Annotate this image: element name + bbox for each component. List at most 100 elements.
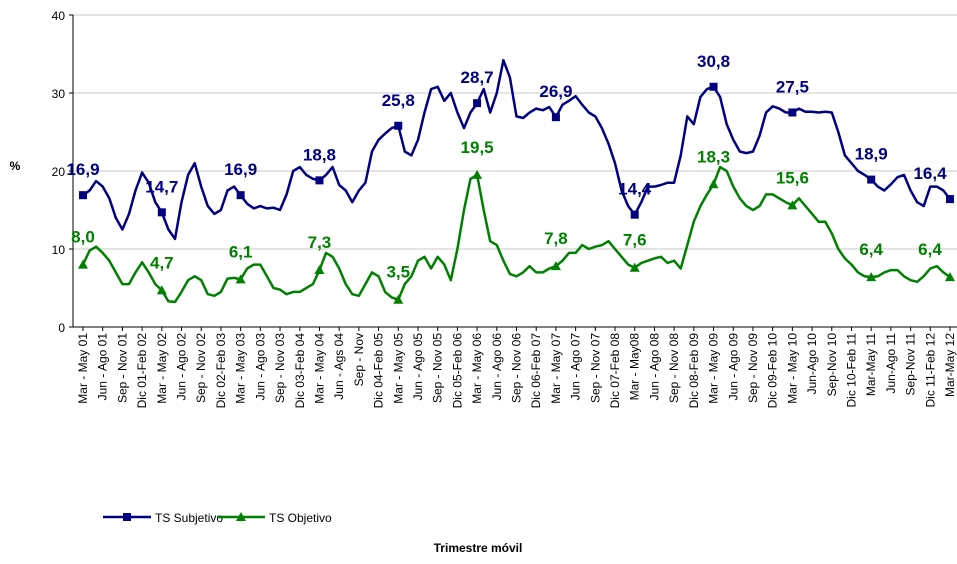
x-tick-label: Jun-Ago 11 <box>884 333 898 394</box>
data-label: 26,9 <box>539 82 572 101</box>
data-point <box>157 208 166 217</box>
data-point <box>787 200 798 210</box>
x-tick-label: Dic 02-Feb 03 <box>214 333 228 409</box>
data-label: 15,6 <box>776 168 809 187</box>
data-point <box>393 294 404 304</box>
data-label: 14,4 <box>618 180 652 199</box>
legend-marker <box>236 512 246 521</box>
data-point <box>550 261 561 271</box>
x-tick-label: Mar - May 04 <box>312 333 326 404</box>
data-label: 27,5 <box>776 78 809 97</box>
data-label: 3,5 <box>386 263 410 282</box>
x-tick-label: Dic 01-Feb 02 <box>135 333 149 409</box>
x-tick-label: Mar - May 05 <box>391 333 405 404</box>
x-tick-label: Dic 09-Feb 10 <box>766 333 780 409</box>
x-tick-label: Mar - May 07 <box>549 333 563 404</box>
data-label: 30,8 <box>697 52 730 71</box>
x-tick-label: Jun - Ago 05 <box>411 333 425 401</box>
data-point <box>629 262 640 272</box>
data-label: 14,7 <box>145 177 178 196</box>
x-tick-label: Mar - May 10 <box>785 333 799 404</box>
x-tick-label: Sep - Nov 05 <box>431 333 445 403</box>
y-tick-label: 0 <box>58 321 65 335</box>
data-label: 6,1 <box>229 242 253 261</box>
data-point <box>156 285 167 295</box>
data-label: 6,4 <box>918 240 942 259</box>
x-tick-label: Sep - Nov 07 <box>588 333 602 403</box>
x-tick-label: Mar - May 03 <box>234 333 248 404</box>
data-point <box>709 82 718 91</box>
x-tick-label: Dic 03-Feb 04 <box>293 333 307 409</box>
x-tick-label: Mar - May08 <box>628 333 642 401</box>
x-tick-label: Dic 11-Feb 12 <box>923 333 937 408</box>
series-line <box>82 58 951 241</box>
x-tick-label: Dic 06-Feb 07 <box>529 333 543 409</box>
data-label: 25,8 <box>382 91 415 110</box>
y-tick-label: 20 <box>52 165 66 179</box>
x-tick-label: Jun - Ags 04 <box>332 333 346 400</box>
x-tick-label: Sep - Nov 02 <box>194 333 208 403</box>
data-point <box>867 175 876 184</box>
data-label: 7,3 <box>308 233 332 252</box>
legend-marker <box>123 513 131 521</box>
x-tick-label: Sep - Nov 03 <box>273 333 287 403</box>
y-axis-title: % <box>10 159 21 173</box>
x-tick-label: Sep - Nov 01 <box>115 333 129 403</box>
series-line <box>81 165 951 304</box>
y-tick-label: 40 <box>52 9 66 23</box>
data-label: 7,6 <box>623 231 647 250</box>
x-tick-label: Dic 07-Feb 08 <box>608 333 622 409</box>
legend-label: TS Objetivo <box>269 511 332 525</box>
x-tick-label: Sep-Nov 11 <box>904 333 918 396</box>
data-label: 16,9 <box>66 160 99 179</box>
x-tick-label: Sep - Nov 08 <box>667 333 681 403</box>
data-point <box>946 195 954 204</box>
data-label: 7,8 <box>544 229 568 248</box>
x-tick-label: Sep-Nov 10 <box>825 333 839 397</box>
data-point <box>866 272 877 282</box>
x-tick-label: Sep - Nov <box>352 333 366 386</box>
x-tick-label: Mar-May 11 <box>864 333 878 396</box>
x-tick-label: Dic 05-Feb 06 <box>450 333 464 409</box>
data-point <box>551 113 560 122</box>
data-point <box>945 272 955 282</box>
x-tick-label: Sep - Nov 09 <box>746 333 760 403</box>
x-tick-label: Mar - May 01 <box>76 333 90 404</box>
data-point <box>235 274 246 284</box>
data-label: 18,8 <box>303 145 336 164</box>
x-tick-label: Mar - May 06 <box>470 333 484 404</box>
data-label: 19,5 <box>461 138 494 157</box>
data-point <box>788 108 797 117</box>
x-tick-label: Jun - Ago 02 <box>175 333 189 401</box>
x-tick-label: Dic 08-Feb 09 <box>687 333 701 409</box>
x-tick-label: Jun - Ago 06 <box>490 333 504 401</box>
data-point <box>473 99 482 108</box>
legend-label: TS Subjetivo <box>155 511 223 525</box>
data-label: 6,4 <box>859 240 883 259</box>
data-point <box>79 191 87 200</box>
x-tick-label: Jun - Ago 09 <box>726 333 740 401</box>
data-label: 16,4 <box>913 164 947 183</box>
data-label: 18,3 <box>697 147 730 166</box>
x-tick-label: Jun - Ago 03 <box>253 333 267 401</box>
y-tick-label: 10 <box>52 243 66 257</box>
x-tick-label: Dic 10-Feb 11 <box>844 333 858 408</box>
data-label: 4,7 <box>150 253 174 272</box>
data-point <box>394 121 403 130</box>
data-point <box>314 265 325 275</box>
data-point <box>708 179 719 189</box>
x-tick-label: Jun - Ago 07 <box>569 333 583 401</box>
data-point <box>78 259 88 269</box>
data-label: 18,9 <box>855 145 888 164</box>
data-label: 28,7 <box>461 68 494 87</box>
data-label: 8,0 <box>71 228 95 247</box>
data-label: 16,9 <box>224 160 257 179</box>
data-point <box>472 169 483 179</box>
x-tick-label: Dic 04-Feb 05 <box>372 333 386 409</box>
data-point <box>630 210 639 219</box>
x-axis-title: Trimestre móvil <box>434 541 523 555</box>
x-tick-label: Mar - May 09 <box>707 333 721 404</box>
x-tick-label: Jun-Ago 10 <box>805 333 819 395</box>
x-tick-label: Sep - Nov 06 <box>510 333 524 403</box>
